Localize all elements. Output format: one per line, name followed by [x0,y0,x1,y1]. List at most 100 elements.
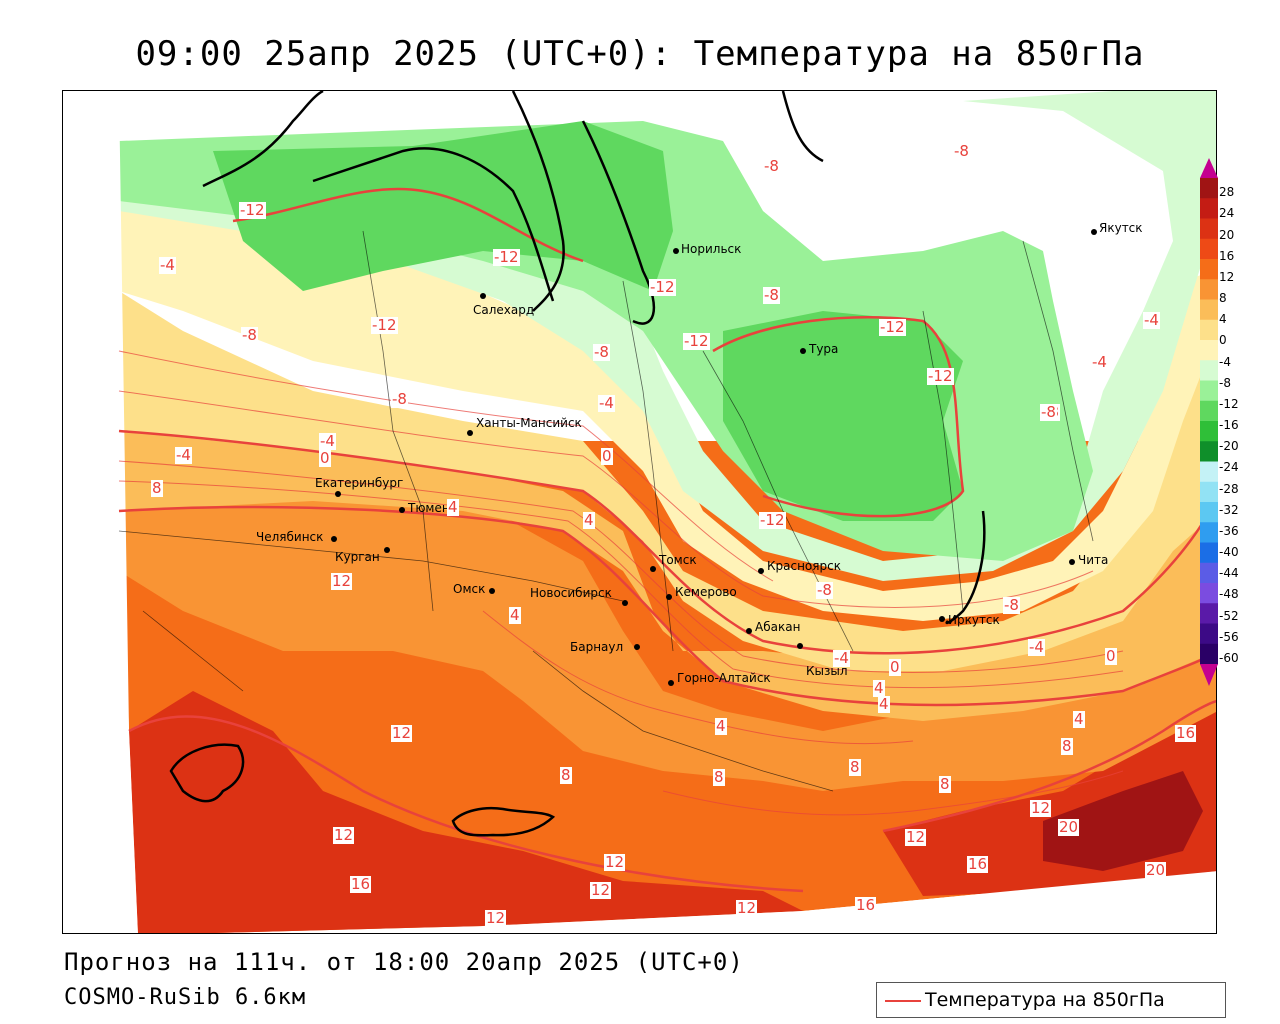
contour-label: 12 [604,853,626,871]
contour-lines [118,187,1216,893]
legend-label: Температура на 850гПа [925,989,1165,1011]
contour-label: 16 [967,855,989,873]
contour-label: -4 [319,432,336,450]
contour-label: -8 [816,581,833,599]
city-dot-barnaul [634,644,640,650]
model-info: COSMO-RuSib 6.6км [64,985,307,1010]
temperature-field [63,91,1216,933]
city-dot-kurgan [384,547,390,553]
colorbar-cell [1200,562,1218,584]
contour-label: 0 [319,449,331,467]
colorbar-cell [1200,259,1218,280]
contour-label: -8 [593,343,610,361]
colorbar-cell [1200,542,1218,564]
contour-label: 16 [855,896,877,914]
contour-label: 4 [447,498,459,516]
contour-label: 12 [1030,799,1052,817]
colorbar-cell [1200,178,1218,199]
city-dot-kemerovo [666,594,672,600]
colorbar-cell [1200,299,1218,321]
colorbar-tick-label: -12 [1219,396,1239,411]
contour-label: -8 [1040,403,1057,421]
contour-label: 4 [878,695,890,713]
contour-label: 4 [715,717,727,735]
band-4-8 [119,421,1216,721]
contour-label: 20 [1058,818,1080,836]
contour-label: -8 [953,142,970,160]
contour-label: 12 [331,572,353,590]
city-label-yakutsk: Якутск [1099,221,1143,235]
city-dot-ekaterinburg [335,491,341,497]
city-label-salekhard: Салехард [473,303,535,317]
contour-label: -4 [159,256,176,274]
map-title: 09:00 25апр 2025 (UTC+0): Температура на… [135,34,1145,74]
colorbar-tick-label: -28 [1219,481,1239,496]
city-label-gorno-altaysk: Горно-Алтайск [677,671,771,685]
colorbar-swatches [1200,158,1218,686]
contour-label: 4 [509,606,521,624]
contour-label: 12 [905,828,927,846]
contour-label: -12 [371,316,398,334]
city-dot-chita [1069,559,1075,565]
contour-label: -4 [175,446,192,464]
contour-label: 12 [391,724,413,742]
contour-label: -12 [879,318,906,336]
city-dot-omsk [489,588,495,594]
colorbar-tick-label: -60 [1219,650,1239,665]
city-label-ekaterinburg: Екатеринбург [315,476,404,490]
cold-core-north [213,121,673,291]
coastline [202,91,986,625]
hottest-zone-southeast [1043,771,1203,871]
colorbar-tick-label: 12 [1219,269,1235,284]
colorbar-tick-label: 16 [1219,248,1235,263]
colorbar-cell [1200,218,1218,240]
contour-label: -8 [241,326,258,344]
contour-label: -8 [763,286,780,304]
city-dot-abakan [746,628,752,634]
colorbar-cell [1200,279,1218,301]
colorbar-cell [1200,461,1218,483]
colorbar-tick-label: 20 [1219,227,1235,242]
contour-label: 4 [1073,710,1085,728]
colorbar-tick-label: -40 [1219,545,1239,559]
city-dot-krasnoyarsk [758,568,764,574]
city-label-kemerovo: Кемерово [675,585,737,599]
contour-label: -4 [1143,311,1160,329]
colorbar-tick-label: -52 [1219,608,1239,623]
city-label-novosibirsk: Новосибирск [530,586,612,600]
colorbar-tick-label: -24 [1219,460,1239,475]
contour-label: 4 [583,511,595,529]
contour-label: -4 [1028,638,1045,656]
city-dot-khanty-mansiysk [467,430,473,436]
contour-label: -4 [833,649,850,667]
colorbar-tick-label: -56 [1219,629,1239,644]
colorbar-cell [1200,421,1218,442]
contour-label: -4 [598,394,615,412]
contour-label: 0 [601,447,613,465]
colorbar-tick-label: 24 [1219,206,1235,221]
contour-label: 12 [333,826,355,844]
city-label-irkutsk: Иркутск [948,613,1000,627]
colorbar-cell [1200,198,1218,220]
band-minus4-0 [119,191,1216,621]
temperature-map: Норильск Якутск Салехард Тура Ханты-Манс… [62,90,1217,934]
city-label-kyzyl: Кызыл [806,664,848,678]
city-dot-tyumen [399,507,405,513]
city-dot-gorno-altaysk [668,680,674,686]
contour-label: 8 [560,766,572,784]
contour-label: 20 [1145,861,1167,879]
city-label-tyumen: Тюмень [408,501,457,515]
city-label-chita: Чита [1078,553,1109,567]
hot-zone-southwest [129,691,803,933]
contour-label: -12 [927,367,954,385]
colorbar-bottom-arrow [1200,664,1218,686]
contour-label: -8 [1003,596,1020,614]
contour-label: 12 [485,909,507,927]
outside-domain-bottom-right [483,871,1216,933]
city-label-krasnoyarsk: Красноярск [767,559,841,573]
legend: Температура на 850гПа [876,982,1226,1018]
colorbar-cell [1200,522,1218,544]
contour-label: -12 [493,248,520,266]
forecast-info: Прогноз на 111ч. от 18:00 20апр 2025 (UT… [64,948,744,976]
colorbar-cell [1200,502,1218,523]
